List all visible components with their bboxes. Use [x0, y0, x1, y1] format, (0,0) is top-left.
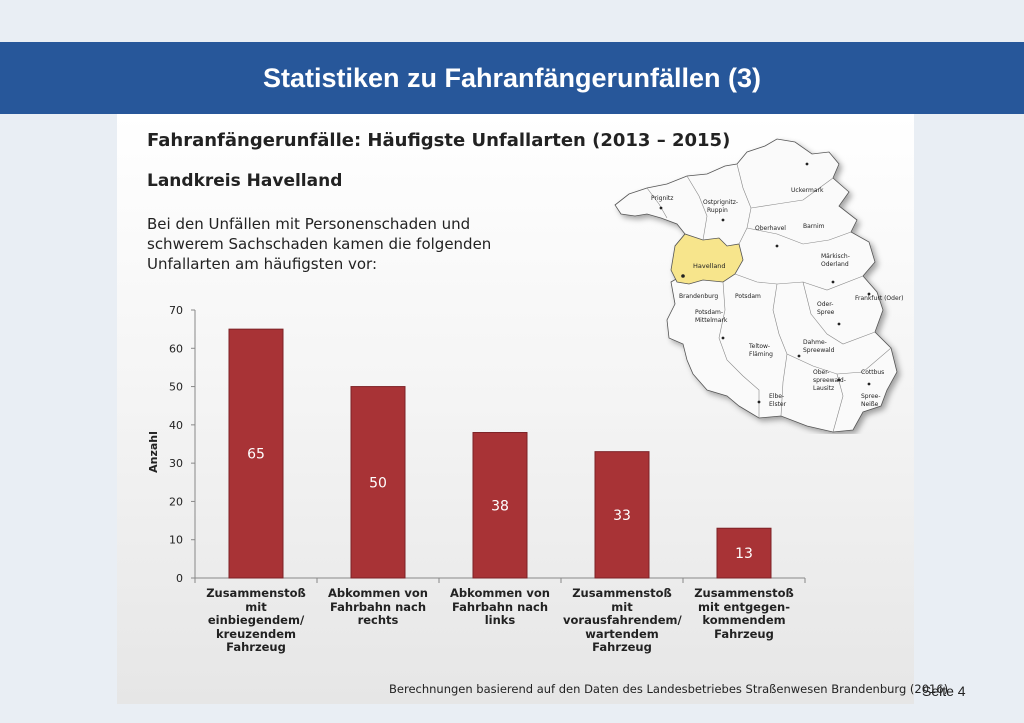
panel-subtitle: Landkreis Havelland: [147, 171, 343, 191]
panel-title: Fahranfängerunfälle: Häufigste Unfallart…: [147, 130, 731, 151]
slide-title: Statistiken zu Fahranfängerunfällen (3): [262, 63, 762, 93]
y-tick-label: 70: [169, 304, 183, 317]
map-city-dot: [775, 244, 779, 248]
map-label-teltow: Teltow-: [748, 343, 770, 350]
map-label-neisse: Neiße: [861, 401, 879, 408]
bar: [472, 432, 528, 579]
map-border-8: [772, 283, 788, 417]
map-border-9: [802, 281, 876, 345]
y-tick-label: 10: [169, 534, 183, 547]
map-border-1: [646, 187, 668, 219]
page-number: Seite 4: [922, 683, 966, 699]
map-border-6: [734, 273, 864, 291]
map-city-dot: [867, 292, 871, 296]
bar-value-label: 50: [369, 475, 387, 491]
map-city-dot: [867, 382, 871, 386]
map-label-oder-spree: Oder-: [817, 301, 833, 308]
map-city-dot: [837, 322, 841, 326]
title-banner: Statistiken zu Fahranfängerunfällen (3): [0, 42, 1024, 114]
bar: [228, 328, 284, 579]
bar-value-label: 33: [613, 508, 631, 524]
map-border-2: [686, 175, 708, 241]
map-label-oberhavel: Oberhavel: [755, 225, 786, 232]
map-border-11: [742, 375, 760, 418]
map-label-oderland: Oderland: [821, 261, 849, 268]
map-border-7: [718, 281, 744, 377]
map-city-dot: [681, 274, 685, 278]
x-tick-label: Zusammenstoß mit einbiegendem/ kreuzende…: [206, 586, 306, 655]
map-label-dahme: Dahme-: [803, 339, 827, 346]
y-tick-label: 50: [169, 381, 183, 394]
map-label-flaeming: Fläming: [749, 351, 773, 358]
x-tick-label: Abkommen von Fahrbahn nach links: [450, 586, 550, 628]
map-label-frankfurt: Frankfurt (Oder): [855, 295, 903, 302]
map-label-potsdam-m: Potsdam-: [695, 309, 723, 316]
map-city-dot: [721, 218, 725, 222]
map-city-dot: [659, 206, 663, 210]
map-label-elbe: Elbe-: [769, 393, 784, 400]
bar-value-label: 38: [491, 498, 509, 514]
x-tick-label: Zusammenstoß mit entgegen- kommendem Fah…: [694, 586, 794, 641]
map-city-dot: [757, 400, 761, 404]
map-city-dot: [721, 336, 725, 340]
y-tick-label: 0: [176, 572, 183, 585]
y-tick-label: 20: [169, 495, 183, 508]
map-label-brandenburg: Brandenburg: [679, 293, 718, 300]
region-havelland: [670, 233, 744, 285]
map-label-spreewald-l: spreewald-: [813, 377, 846, 384]
bars: 65 50 38 33 13: [228, 328, 772, 579]
y-tick-label: 30: [169, 457, 183, 470]
map-label-spreewald: Spreewald: [803, 347, 835, 354]
x-tick-label: Abkommen von Fahrbahn nach rechts: [328, 586, 428, 628]
map-label-cottbus: Cottbus: [861, 369, 884, 376]
map-label-elster: Elster: [769, 401, 787, 408]
map-city-dot: [797, 354, 801, 358]
map-border-4: [750, 177, 834, 209]
map-label-ober-spree: Ober-: [813, 369, 829, 376]
bar: [716, 527, 772, 579]
y-axis-label: Anzahl: [147, 431, 160, 473]
panel-description: Bei den Unfällen mit Personenschaden und…: [147, 215, 492, 273]
map-border-5: [746, 227, 852, 245]
map-label-potsdam: Potsdam: [735, 293, 761, 300]
bar-value-label: 13: [735, 546, 753, 562]
map-label-havelland: Havelland: [693, 262, 726, 270]
map-label-mittelmark: Mittelmark: [695, 317, 728, 324]
map-label-maerkisch: Märkisch-: [821, 253, 850, 260]
map-label-barnim: Barnim: [803, 223, 825, 230]
bar: [350, 386, 406, 579]
brandenburg-map: Prignitz Ostprignitz- Ruppin Uckermark O…: [614, 138, 903, 433]
map-label-prignitz: Prignitz: [651, 195, 673, 202]
y-tick-label: 60: [169, 342, 183, 355]
map-label-uckermark: Uckermark: [791, 187, 824, 194]
source-footnote: Berechnungen basierend auf den Daten des…: [389, 682, 949, 696]
x-tick-label: Zusammenstoß mit vorausfahrendem/ warten…: [563, 586, 682, 655]
map-city-dot: [837, 378, 841, 382]
map-city-dot: [831, 280, 835, 284]
map-city-dot: [805, 162, 809, 166]
map-label-spree-neisse: Spree-: [861, 393, 881, 400]
map-label-lausitz: Lausitz: [813, 385, 834, 392]
map-label-spree: Spree: [817, 309, 835, 316]
bar: [594, 451, 650, 579]
bar-value-label: 65: [247, 447, 265, 463]
y-tick-label: 40: [169, 419, 183, 432]
map-label-ostprignitz: Ostprignitz-: [703, 199, 738, 206]
map-label-ruppin: Ruppin: [707, 207, 728, 214]
